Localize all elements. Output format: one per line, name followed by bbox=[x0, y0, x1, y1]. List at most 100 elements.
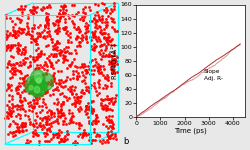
Point bbox=[38, 64, 42, 66]
Point bbox=[53, 114, 57, 116]
Point bbox=[72, 58, 76, 60]
Point bbox=[70, 59, 74, 61]
Point bbox=[18, 108, 22, 110]
Point bbox=[101, 105, 105, 107]
Point bbox=[63, 50, 67, 53]
Point bbox=[13, 105, 17, 107]
Point bbox=[44, 17, 48, 19]
Point bbox=[35, 41, 39, 43]
Point bbox=[110, 38, 114, 40]
Point bbox=[68, 78, 72, 80]
Point bbox=[103, 141, 107, 143]
Point bbox=[40, 104, 44, 107]
Point bbox=[74, 52, 78, 54]
Point bbox=[106, 136, 110, 139]
Point bbox=[100, 21, 104, 24]
Point bbox=[46, 117, 50, 119]
Point bbox=[62, 120, 66, 122]
Point bbox=[55, 120, 59, 122]
Point bbox=[20, 130, 24, 133]
Point bbox=[75, 95, 79, 98]
Point bbox=[40, 6, 44, 8]
Point bbox=[83, 110, 87, 112]
Point bbox=[21, 127, 25, 130]
Point bbox=[85, 87, 89, 90]
Point bbox=[32, 100, 36, 102]
Point bbox=[105, 133, 109, 135]
Point bbox=[31, 86, 35, 88]
Point bbox=[94, 37, 98, 40]
Point bbox=[84, 134, 88, 136]
Point bbox=[68, 36, 71, 38]
Point bbox=[56, 79, 60, 82]
Point bbox=[80, 72, 84, 75]
Point bbox=[59, 14, 63, 16]
Point bbox=[67, 32, 71, 34]
Point bbox=[49, 110, 53, 113]
Point bbox=[22, 63, 26, 65]
Point bbox=[68, 117, 72, 119]
Point bbox=[26, 24, 30, 26]
Point bbox=[39, 54, 43, 56]
Point bbox=[28, 64, 32, 67]
Point bbox=[76, 36, 80, 39]
Point bbox=[34, 120, 38, 122]
Point bbox=[60, 61, 64, 63]
Point bbox=[92, 119, 96, 121]
Point bbox=[73, 103, 77, 105]
Point bbox=[100, 32, 103, 34]
Point bbox=[50, 94, 54, 97]
Point bbox=[5, 46, 9, 49]
Point bbox=[82, 131, 86, 133]
Point bbox=[78, 65, 82, 68]
Point bbox=[66, 39, 70, 41]
Point bbox=[89, 100, 93, 103]
Point bbox=[5, 88, 9, 91]
Point bbox=[90, 31, 94, 33]
Point bbox=[81, 132, 85, 134]
Point bbox=[7, 60, 11, 62]
Point bbox=[55, 117, 59, 120]
Point bbox=[56, 59, 60, 61]
Point bbox=[31, 28, 35, 31]
Point bbox=[54, 133, 58, 136]
Point bbox=[63, 12, 67, 14]
Point bbox=[50, 112, 54, 115]
Point bbox=[104, 38, 108, 41]
Point bbox=[11, 36, 15, 38]
Point bbox=[19, 72, 23, 75]
Point bbox=[48, 113, 52, 116]
Point bbox=[109, 54, 113, 57]
Point bbox=[43, 119, 47, 122]
Point bbox=[82, 132, 86, 135]
Point bbox=[54, 44, 58, 46]
Point bbox=[62, 28, 66, 30]
Point bbox=[15, 123, 19, 126]
Point bbox=[95, 116, 99, 118]
Point bbox=[52, 80, 56, 82]
Point bbox=[56, 110, 60, 112]
Point bbox=[57, 19, 61, 21]
Point bbox=[101, 57, 105, 59]
Point bbox=[54, 61, 58, 63]
Point bbox=[83, 76, 87, 78]
Point bbox=[104, 76, 108, 79]
Point bbox=[38, 35, 42, 38]
Point bbox=[92, 31, 96, 33]
Point bbox=[78, 40, 82, 43]
Point bbox=[39, 125, 43, 127]
Point bbox=[9, 44, 13, 47]
Point bbox=[17, 130, 21, 132]
Point bbox=[64, 96, 68, 98]
Point bbox=[87, 122, 91, 124]
Point bbox=[73, 99, 77, 102]
Point bbox=[111, 66, 115, 69]
Point bbox=[41, 124, 45, 126]
Point bbox=[64, 9, 68, 11]
Point bbox=[58, 14, 62, 17]
Point bbox=[101, 74, 105, 76]
Point bbox=[12, 66, 16, 68]
Point bbox=[8, 122, 12, 125]
Point bbox=[32, 101, 36, 103]
Point bbox=[112, 65, 116, 68]
